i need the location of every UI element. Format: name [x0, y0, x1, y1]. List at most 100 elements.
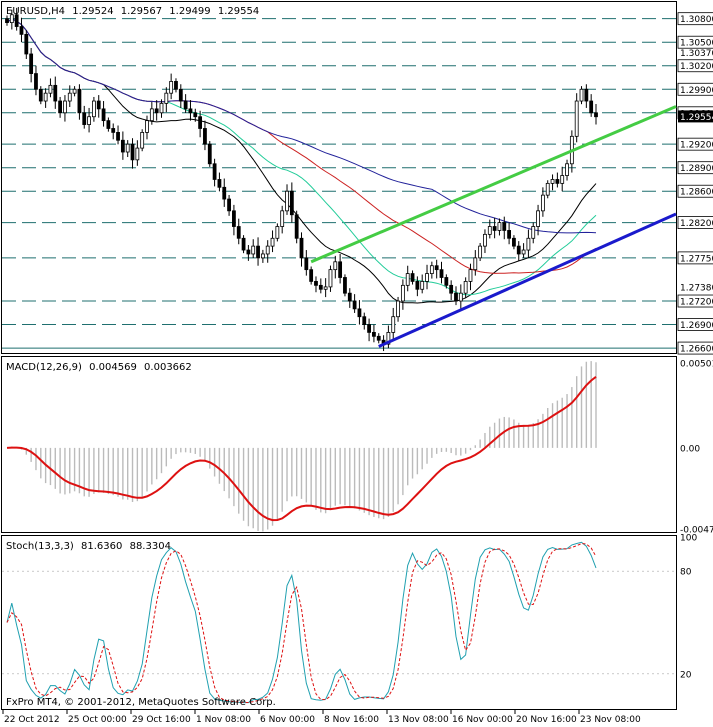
candle-body — [217, 179, 222, 188]
price-tick-label: 1.28600 — [680, 188, 713, 198]
candle-body — [77, 88, 82, 114]
stoch-tick-label: 80 — [680, 568, 692, 578]
candle-body — [550, 179, 555, 184]
candle-body — [275, 226, 280, 239]
time-tick-label: 22 Oct 2012 — [4, 715, 60, 725]
candle-body — [232, 210, 236, 227]
current-price-box — [678, 110, 713, 123]
candle-body — [265, 245, 270, 255]
candle-body — [545, 182, 550, 196]
candle-body — [579, 88, 584, 102]
candle-body — [565, 163, 569, 176]
price-tick-label: 1.30800 — [680, 15, 713, 25]
candle-body — [87, 116, 91, 125]
copyright-text: FxPro MT4, © 2001-2012, MetaQuotes Softw… — [6, 697, 276, 708]
price-level-box — [677, 35, 713, 49]
moving-average-line — [6, 18, 597, 234]
price-tick-label: 1.30200 — [680, 62, 713, 72]
candle-body — [198, 116, 203, 129]
candle-body — [372, 331, 376, 337]
price-level-box — [677, 82, 713, 96]
candle-body — [318, 284, 323, 290]
candle-body — [434, 265, 439, 271]
candle-body — [444, 277, 449, 286]
time-tick-label: 29 Oct 16:00 — [132, 715, 191, 725]
candle-body — [594, 112, 598, 118]
candle-body — [251, 245, 256, 255]
candle-body — [212, 163, 217, 180]
stochastic-axis: 100 80 20 — [680, 534, 697, 681]
candle-body — [526, 237, 531, 251]
candle-body — [555, 179, 560, 184]
candle-body — [82, 112, 87, 125]
candle-body — [391, 316, 396, 333]
price-tick-label: 1.29200 — [680, 141, 713, 151]
candle-body — [362, 316, 367, 325]
candle-body — [309, 269, 314, 282]
price-level-box — [677, 216, 713, 229]
candle-body — [405, 273, 410, 286]
candle-body — [454, 292, 458, 302]
macd-histogram — [11, 361, 597, 532]
price-level-box — [677, 294, 713, 308]
candle-body — [125, 143, 130, 153]
candle-body — [116, 132, 120, 141]
candle-body — [425, 273, 429, 282]
time-axis: 22 Oct 2012 25 Oct 00:00 29 Oct 16:00 1 Nov… — [2, 710, 641, 725]
candle-body — [352, 300, 357, 310]
candle-body — [38, 88, 43, 102]
candle-body — [507, 230, 511, 239]
candle-body — [120, 139, 125, 153]
candle-body — [193, 112, 198, 118]
candle-body — [241, 237, 246, 251]
price-level-box — [677, 184, 713, 198]
candle-body — [43, 92, 48, 102]
price-tick-label: 1.26900 — [680, 321, 713, 331]
candle-body — [343, 277, 347, 294]
candle-body — [299, 237, 304, 259]
candle-body — [492, 226, 497, 231]
candle-body — [169, 81, 174, 94]
candle-body — [439, 269, 444, 278]
candle-body — [376, 335, 381, 341]
candle-body — [473, 257, 478, 271]
candle-body — [328, 269, 333, 288]
candle-body — [386, 331, 391, 345]
candle-body — [34, 73, 38, 90]
candle-body — [48, 84, 53, 94]
candle-body — [400, 284, 405, 302]
moving-average-line — [6, 18, 597, 304]
candle-body — [174, 81, 178, 90]
price-tick-label: 1.30370 — [680, 49, 713, 59]
price-tick-label: 1.30500 — [680, 39, 713, 49]
candle-body — [227, 198, 231, 212]
candle-body — [5, 18, 9, 24]
candle-body — [487, 226, 492, 235]
time-tick-label: 16 Nov 00:00 — [452, 715, 513, 725]
macd-tick-label: 0.00501 — [680, 359, 713, 369]
candle-body — [367, 324, 371, 333]
macd-panel-frame — [1, 356, 677, 533]
candle-body — [256, 245, 260, 259]
candle-body — [589, 100, 594, 114]
price-level-box — [677, 137, 713, 151]
candle-body — [130, 143, 135, 161]
candle-body — [63, 100, 67, 114]
price-tick-label: 1.27750 — [680, 254, 713, 264]
candle-body — [294, 214, 299, 239]
moving-averages — [6, 18, 597, 304]
candle-body — [178, 88, 183, 102]
candle-body — [531, 226, 536, 239]
candle-body — [260, 253, 265, 259]
candle-body — [29, 53, 34, 74]
candle-body — [429, 265, 434, 274]
candle-body — [164, 92, 169, 104]
candle-body — [222, 186, 227, 200]
candle-body — [497, 222, 502, 231]
candle-body — [140, 132, 145, 149]
time-tick-label: 23 Nov 08:00 — [580, 715, 641, 725]
time-tick-label: 20 Nov 16:00 — [516, 715, 577, 725]
candle-body — [183, 100, 188, 110]
stochastic-lines — [2, 541, 676, 704]
